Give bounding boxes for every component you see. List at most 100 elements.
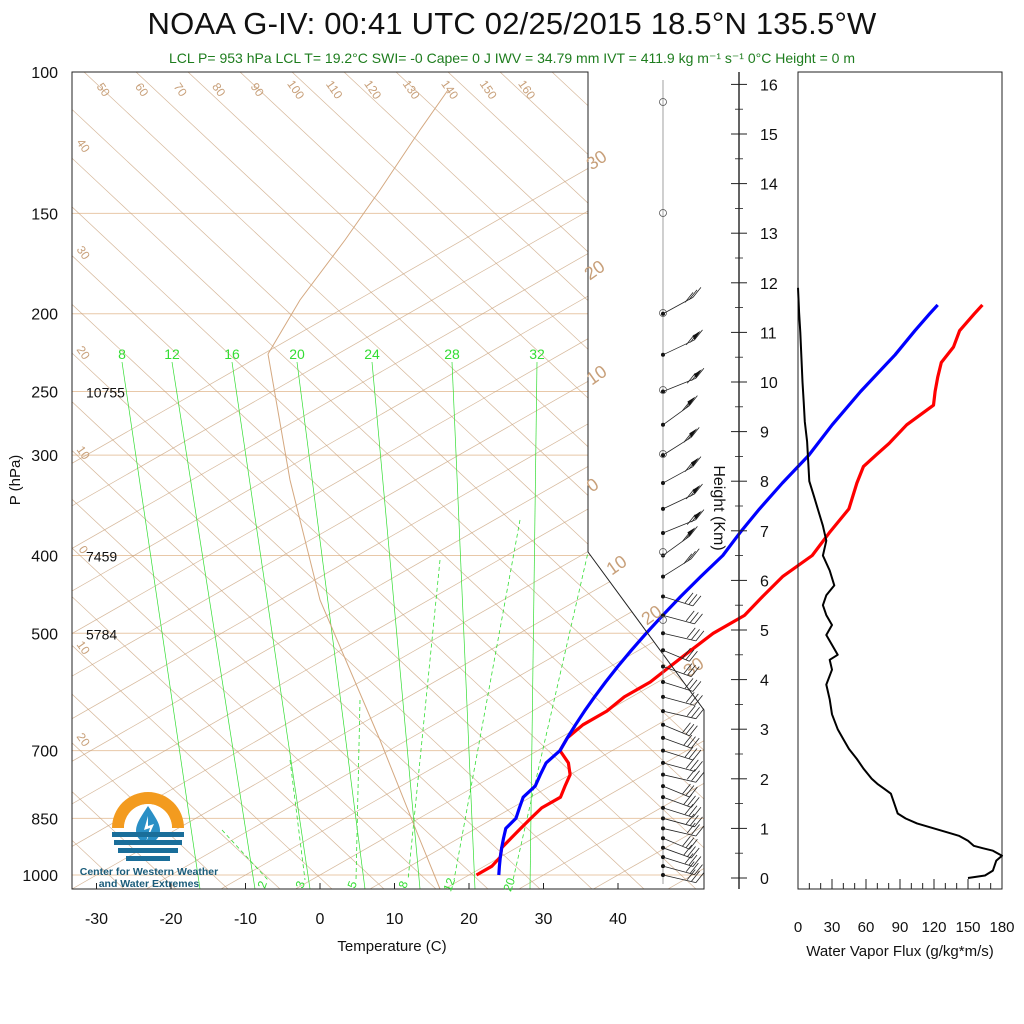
x-tick-label: 40 <box>609 911 627 928</box>
mixing-ratio-label: 20 <box>500 876 518 894</box>
wind-barb-flag <box>687 551 696 562</box>
wind-barb-flag <box>692 681 702 692</box>
wind-barb-staff <box>662 436 692 456</box>
wind-barb-staff <box>662 737 692 749</box>
wind-barb-flag <box>694 761 703 772</box>
left-edge-label: 40 <box>74 136 93 155</box>
wind-barb-flag <box>694 613 703 625</box>
x-tick-label: 20 <box>460 911 478 928</box>
calm-circle <box>659 386 667 394</box>
wind-barb-flag <box>689 395 698 406</box>
wind-barb-flag <box>682 835 691 847</box>
mixing-ratio-label: 28 <box>444 346 460 362</box>
wind-barb-staff <box>662 828 696 837</box>
height-axis-label: Height (Km) <box>710 465 727 550</box>
wind-barb-flag <box>686 822 696 834</box>
wind-barb-flag <box>687 736 696 747</box>
wind-barb-flag <box>686 627 696 639</box>
flux-x-tick-label: 120 <box>921 919 946 936</box>
height-tick-label: 9 <box>760 425 769 442</box>
skewt-clipped-layer <box>72 72 1024 892</box>
wind-barb-flag <box>695 708 705 719</box>
wind-barb-flag <box>691 870 700 882</box>
dry-adiabat-line <box>72 72 704 889</box>
wind-barb-flag <box>686 869 696 880</box>
y-axis-label: P (hPa) <box>7 455 24 506</box>
wind-barb-pennant <box>692 330 701 340</box>
wind-barb-staff <box>662 596 694 607</box>
wind-barb-flag <box>683 553 693 565</box>
wind-barb-flag <box>694 816 703 828</box>
x-tick-label: 10 <box>386 911 404 928</box>
wind-barb-flag <box>691 770 700 782</box>
flux-x-tick-label: 0 <box>794 919 802 936</box>
wind-barb-flag <box>688 594 698 605</box>
wind-barb-flag <box>684 853 694 864</box>
wind-barb-staff <box>662 493 695 510</box>
wind-barb-staff <box>662 847 692 859</box>
x-tick-label: 30 <box>535 911 553 928</box>
calm-circle <box>659 309 667 317</box>
isotherm-line <box>72 72 704 889</box>
calm-circle <box>659 616 667 624</box>
dry-adiabat-label: 130 <box>400 77 423 102</box>
flux-x-axis-label: Water Vapor Flux (g/kg*m/s) <box>806 943 994 960</box>
wind-barb-flag <box>695 825 705 837</box>
skewt-grid <box>72 72 1024 892</box>
dry-adiabat-label: 150 <box>477 77 500 102</box>
wind-barb-flag <box>688 289 698 301</box>
dry-adiabat-line <box>123 72 704 889</box>
mixing-ratio-line <box>371 361 421 889</box>
height-tick-label: 1 <box>760 821 769 838</box>
mixing-ratio-label: 20 <box>289 346 305 362</box>
skewt-frame <box>71 71 705 890</box>
height-tick-label: 14 <box>760 177 778 194</box>
y-tick-label: 850 <box>31 811 58 828</box>
chart-title: NOAA G-IV: 00:41 UTC 02/25/2015 18.5°N 1… <box>147 6 877 41</box>
wind-barb-flag <box>685 649 695 660</box>
wind-barb-flag <box>691 824 700 835</box>
left-edge-label: 20 <box>74 343 93 362</box>
wind-barb-flag <box>692 807 702 818</box>
wind-barb-flag <box>683 844 693 856</box>
skewt-series <box>475 303 984 877</box>
wind-barb-pennant <box>692 485 701 495</box>
flux-x-tick-label: 90 <box>892 919 909 936</box>
wind-barb-flag <box>689 526 698 537</box>
wind-barb-flag <box>692 595 702 607</box>
mixing-ratio-dashed <box>453 519 521 881</box>
mixing-ratio-dashed <box>512 499 601 881</box>
temperature-profile-line <box>475 303 984 877</box>
calm-circle <box>659 548 667 556</box>
wind-barb-flag <box>692 287 702 298</box>
water-vapor-flux-panel: 0 30 60 90 120 150 180 Water Vapor Flux (g/kg*m… <box>794 71 1015 960</box>
wind-barb-flag <box>685 692 695 703</box>
wind-barb-flag <box>684 292 694 303</box>
wind-barb-flag <box>694 329 703 341</box>
height-tick-label: 7 <box>760 524 769 541</box>
wind-barb-flag <box>691 629 700 640</box>
wind-barb-staff <box>662 649 690 662</box>
wind-barb-flag <box>684 592 694 604</box>
mixing-ratio-label: 2 <box>255 879 271 890</box>
wind-barb-staff <box>662 796 692 808</box>
isotherm-line <box>215 72 704 889</box>
wind-barb-flag <box>695 872 705 883</box>
wind-barb-pennant <box>693 510 702 520</box>
isotherm-line <box>737 72 1024 892</box>
x-tick-label: -30 <box>85 911 108 928</box>
isotherm-line <box>72 72 704 889</box>
wind-barb-staff <box>662 710 696 720</box>
y-tick-label: 250 <box>31 385 58 402</box>
x-tick-label: -20 <box>159 911 182 928</box>
height-tick-label: 11 <box>760 325 777 342</box>
reference-curve <box>267 353 441 889</box>
y-tick-label: 200 <box>31 307 58 324</box>
wind-barb-flag <box>690 759 699 771</box>
wind-barb-staff <box>662 817 695 828</box>
dry-adiabat-line <box>227 72 704 889</box>
dry-adiabat-label: 100 <box>284 77 307 102</box>
wind-barb-flag <box>688 748 698 759</box>
wind-barb-flag <box>687 795 696 807</box>
